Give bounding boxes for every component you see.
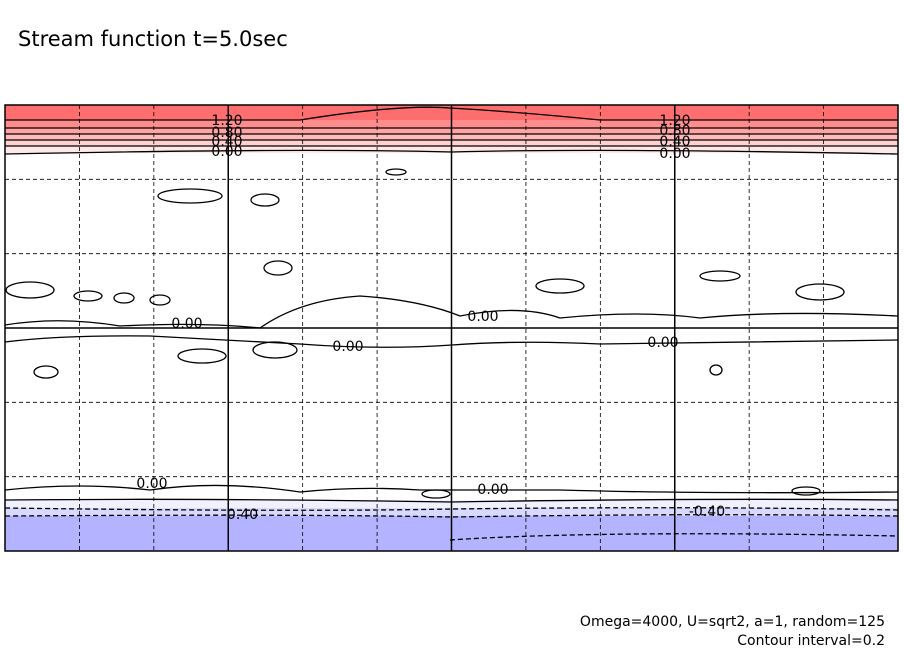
contour-label: 1.20: [659, 113, 690, 129]
contour-line: [33, 365, 59, 379]
contour-line: [4, 507, 899, 511]
contour-labels: 1.20 1.200.80 0.800.40 0.400.00 0.000.00 0.00…: [136, 113, 725, 523]
contour-label: 0.80: [211, 125, 242, 141]
contour-line: [709, 364, 723, 376]
contour-line: [4, 295, 899, 329]
contour-line: [4, 335, 899, 348]
contour-label: 0.00: [211, 144, 242, 160]
contour-label: 0.40: [659, 134, 690, 150]
grid: [5, 105, 898, 551]
contour-line: [263, 260, 293, 276]
contour-line: [535, 278, 585, 294]
contour-label: 0.00: [136, 476, 167, 492]
contour-line: [795, 283, 845, 301]
contour-label: 0.00: [171, 316, 202, 332]
contour-line: [791, 486, 821, 496]
contour-line: [250, 193, 280, 207]
contour-line: [449, 533, 899, 541]
contour-line: [252, 341, 298, 359]
contour-label: 0.80: [659, 123, 690, 139]
plot-frame: [4, 104, 899, 552]
contours: [4, 106, 899, 541]
contour-line: [699, 270, 741, 282]
contour-label: 0.00: [332, 339, 363, 355]
contour-label: 0.00: [659, 146, 690, 162]
contour-label: 0.00: [647, 335, 678, 351]
contour-line: [5, 106, 898, 121]
contour-line: [4, 498, 899, 503]
chart-title: Stream function t=5.0sec: [18, 27, 288, 51]
contour-label: -0.40: [689, 504, 725, 520]
contour-line: [4, 484, 899, 494]
contour-label: 0.00: [467, 309, 498, 325]
contour-line: [421, 489, 451, 499]
annotation: Contour interval=0.2: [737, 633, 885, 649]
contour-line: [4, 149, 899, 155]
contour-line: [113, 292, 135, 304]
contour-line: [5, 281, 55, 299]
contour-line: [157, 188, 223, 204]
contour-line: [385, 168, 407, 176]
contour-line: [73, 290, 103, 302]
contour-label: 0.40: [211, 134, 242, 150]
contour-label: 1.20: [211, 113, 242, 129]
contour-label: -0.40: [222, 507, 258, 523]
annotation: Omega=4000, U=sqrt2, a=1, random=125: [580, 614, 885, 630]
contour-line: [149, 294, 171, 306]
contour-line: [4, 514, 899, 518]
contour-label: 0.00: [477, 482, 508, 498]
contour-line: [177, 348, 227, 364]
